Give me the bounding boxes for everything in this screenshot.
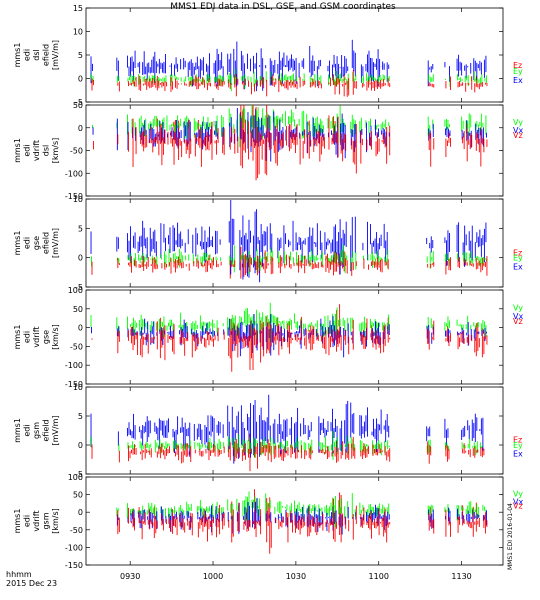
y-tick-label: 5 [78,51,83,60]
y-tick-label: 50 [73,305,83,314]
y-tick-label: 5 [78,224,83,233]
y-tick-label: -150 [65,380,83,389]
x-tick-label: 1100 [369,572,389,581]
legend-entry: Vz [513,502,523,511]
vertical-timestamp: MMS1 EDI 2016-01-04 [507,503,514,570]
legend-entry: Vy [513,118,523,127]
panel-2: -150 -100 -50 0 50 mms1edivdriftdsl[km/s] VyVx… [13,101,523,201]
y-tick-label: 0 [78,75,83,84]
legend-entry: Vy [513,489,523,498]
y-tick-label: 10 [73,28,83,37]
y-tick-label: -50 [70,526,83,535]
legend-entry: Ex [513,76,523,85]
y-axis-label: mms1edigsmefield[mV/m] [13,416,60,446]
panel-frame [85,104,504,197]
panel-data [92,105,488,181]
legend-entry: Ez [513,61,522,70]
panel-frame [85,198,504,288]
x-tick-label: 1030 [286,572,306,581]
y-tick-label: 0 [78,508,83,517]
legend-entry: Ey [513,254,523,263]
legend-entry: Vx [513,312,523,321]
legend-entry: Vx [513,497,523,506]
panel-data [90,302,488,372]
footer-hhmm: hhmm [6,570,32,579]
y-tick-label: 10 [73,383,83,392]
y-tick-label: 0 [78,254,83,263]
panel-frame [85,289,504,385]
y-axis-label: mms1edidslefield[mV/m] [13,40,60,70]
chart-title: MMS1 EDI data in DSL, GSE, and GSM coord… [170,2,396,12]
panel-frame [85,386,504,475]
y-tick-label: 0 [78,124,83,133]
y-tick-label: 100 [68,286,83,295]
y-tick-label: -50 [70,147,83,156]
legend-entry: Ez [513,436,522,445]
legend-entry: Vz [513,317,523,326]
y-tick-label: -50 [70,342,83,351]
legend-entry: Vz [513,131,523,140]
x-tick-label: 1130 [451,572,471,581]
y-tick-label: 10 [73,195,83,204]
y-tick-label: -100 [65,361,83,370]
y-axis-label: mms1edigseefield[mV/m] [13,228,60,258]
y-tick-label: -100 [65,543,83,552]
y-tick-label: 50 [73,101,83,110]
panel-data [116,489,488,554]
panel-data [90,200,488,283]
y-tick-label: -5 [75,470,83,479]
y-tick-label: -5 [75,283,83,292]
y-tick-label: -5 [75,98,83,107]
y-tick-label: 15 [73,4,83,13]
legend-entry: Ex [513,262,523,271]
y-axis-label: mms1edivdriftgse[km/s] [13,324,60,350]
y-tick-label: -100 [65,169,83,178]
legend-entry: Ey [513,67,523,76]
legend-entry: Vx [513,126,523,135]
y-tick-label: 50 [73,491,83,500]
legend-entry: Ez [513,248,522,257]
y-tick-label: -150 [65,192,83,201]
y-tick-label: 5 [78,412,83,421]
legend-entry: Ey [513,441,523,450]
panel-frame [85,476,504,566]
y-tick-label: 0 [78,441,83,450]
x-tick-label: 1000 [203,572,223,581]
x-tick-label: 0930 [120,572,140,581]
panel-4: -150 -100 -50 0 50 100 mms1edivdriftgse[km/s] V… [13,286,523,389]
panel-data [90,394,485,472]
panel-frame [85,7,504,103]
y-axis-label: mms1edivdriftdsl[km/s] [13,138,60,164]
panel-6: -150 -100 -50 0 50 100 mms1edivdriftgsm[km/s] V… [13,473,523,570]
y-tick-label: -150 [65,561,83,570]
y-tick-label: 100 [68,473,83,482]
legend-entry: Ex [513,450,523,459]
x-axis: 0930 1000 1030 1100 1130 [120,572,472,581]
legend-entry: Vy [513,304,523,313]
y-axis-label: mms1edivdriftgsm[km/s] [13,508,60,534]
panel-data [90,39,488,97]
y-tick-label: 0 [78,324,83,333]
footer-date: 2015 Dec 23 [6,579,57,588]
